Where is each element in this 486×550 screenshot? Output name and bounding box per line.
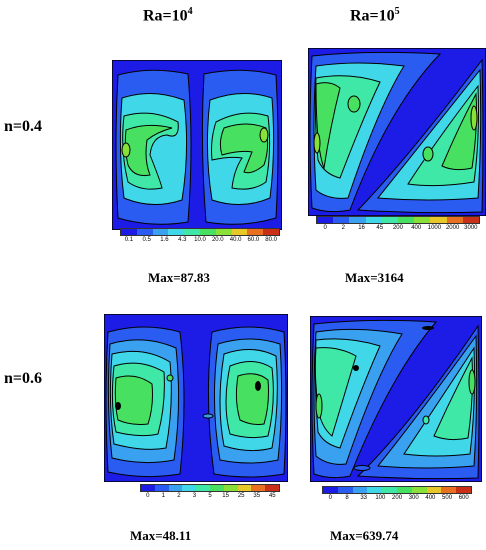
color-scale-tick: 10.0 [194, 237, 206, 243]
streamline-plot-ra1e5-n06 [310, 316, 482, 482]
color-scale-tick: 500 [442, 495, 453, 501]
color-scale-tick: 33 [360, 495, 368, 501]
color-scale-tick: 20.0 [211, 237, 224, 243]
color-scale-tick: 60.0 [247, 237, 260, 243]
color-scale-tick: 0 [323, 225, 327, 231]
column-header-exponent: 4 [187, 6, 193, 17]
color-scale-tick: 4.3 [178, 237, 187, 243]
color-scale-tick: 80.0 [265, 237, 277, 243]
color-scale-tick: 1 [161, 493, 166, 499]
color-scale-tick: 200 [392, 225, 403, 231]
color-scale-legend-3: 0 1 2 3 5 15 25 35 45 [140, 484, 280, 500]
color-scale-legend-4: 0 8 33 100 200 300 400 500 600 [322, 486, 472, 502]
color-scale-tick: 45 [268, 493, 276, 499]
color-scale-tick: 3000 [464, 225, 478, 231]
color-scale-tick: 0 [328, 495, 332, 501]
color-scale-tick: 45 [376, 225, 384, 231]
color-scale-tick: 2000 [445, 225, 460, 231]
color-scale-tick: 600 [458, 495, 469, 501]
column-header-ra-1e5: Ra=105 [350, 6, 400, 25]
streamline-plot-ra1e5-n04 [308, 48, 486, 216]
color-scale-tick: 1.6 [160, 237, 169, 243]
color-scale-tick: 25 [237, 493, 245, 499]
color-scale-legend-1: 0.1 0.5 1.6 4.3 10.0 20.0 40.0 60.0 80.0 [120, 228, 280, 244]
color-scale-tick: 200 [392, 495, 403, 501]
color-scale-tick: 5 [208, 493, 212, 499]
color-scale-tick: 3 [192, 493, 197, 499]
max-value-label: Max=87.83 [148, 270, 210, 285]
column-header-exponent: 5 [394, 6, 400, 17]
color-scale-tick: 35 [253, 493, 261, 499]
color-scale-tick: 2 [177, 493, 181, 499]
row-header-n04: n=0.4 [4, 118, 43, 135]
column-header-ra-1e4: Ra=104 [143, 6, 193, 25]
color-scale-tick: 16 [358, 225, 365, 231]
color-scale-tick: 0.1 [124, 237, 134, 243]
color-scale-tick: 0.5 [142, 237, 151, 243]
color-scale-tick: 8 [345, 495, 349, 501]
color-scale-tick: 100 [375, 495, 386, 501]
color-scale-tick: 1000 [427, 225, 442, 231]
color-scale-tick: 40.0 [229, 237, 242, 243]
color-scale-tick: 300 [408, 495, 419, 501]
color-scale-swatches [322, 486, 472, 494]
color-scale-swatches [316, 216, 480, 224]
color-scale-legend-2: 0 2 16 45 200 400 1000 2000 3000 [316, 216, 480, 232]
streamline-plot-ra1e4-n06 [104, 314, 288, 482]
row-header-n06: n=0.6 [4, 370, 43, 387]
color-scale-tick: 2 [341, 225, 345, 231]
color-scale-tick: 400 [425, 495, 436, 501]
column-header-prefix: Ra=10 [350, 7, 395, 25]
color-scale-tick: 400 [411, 225, 422, 231]
max-value-label: Max=3164 [345, 270, 404, 285]
color-scale-tick: 15 [222, 493, 229, 499]
max-value-label: Max=639.74 [330, 528, 399, 543]
column-header-prefix: Ra=10 [143, 7, 188, 25]
max-value-label: Max=48.11 [130, 528, 192, 543]
color-scale-swatches [140, 484, 280, 492]
color-scale-tick: 0 [146, 493, 150, 499]
streamline-plot-ra1e4-n04 [112, 60, 282, 230]
color-scale-swatches [120, 228, 280, 236]
